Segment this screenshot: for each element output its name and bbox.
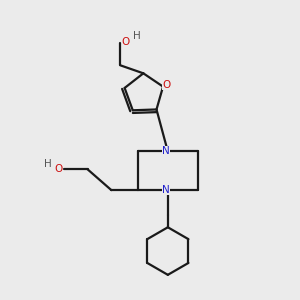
Text: O: O [163,80,171,90]
Text: N: N [163,146,170,157]
Text: H: H [44,159,51,169]
Text: O: O [122,37,130,46]
Text: N: N [163,185,170,195]
Text: O: O [54,164,63,174]
Text: H: H [133,32,140,41]
